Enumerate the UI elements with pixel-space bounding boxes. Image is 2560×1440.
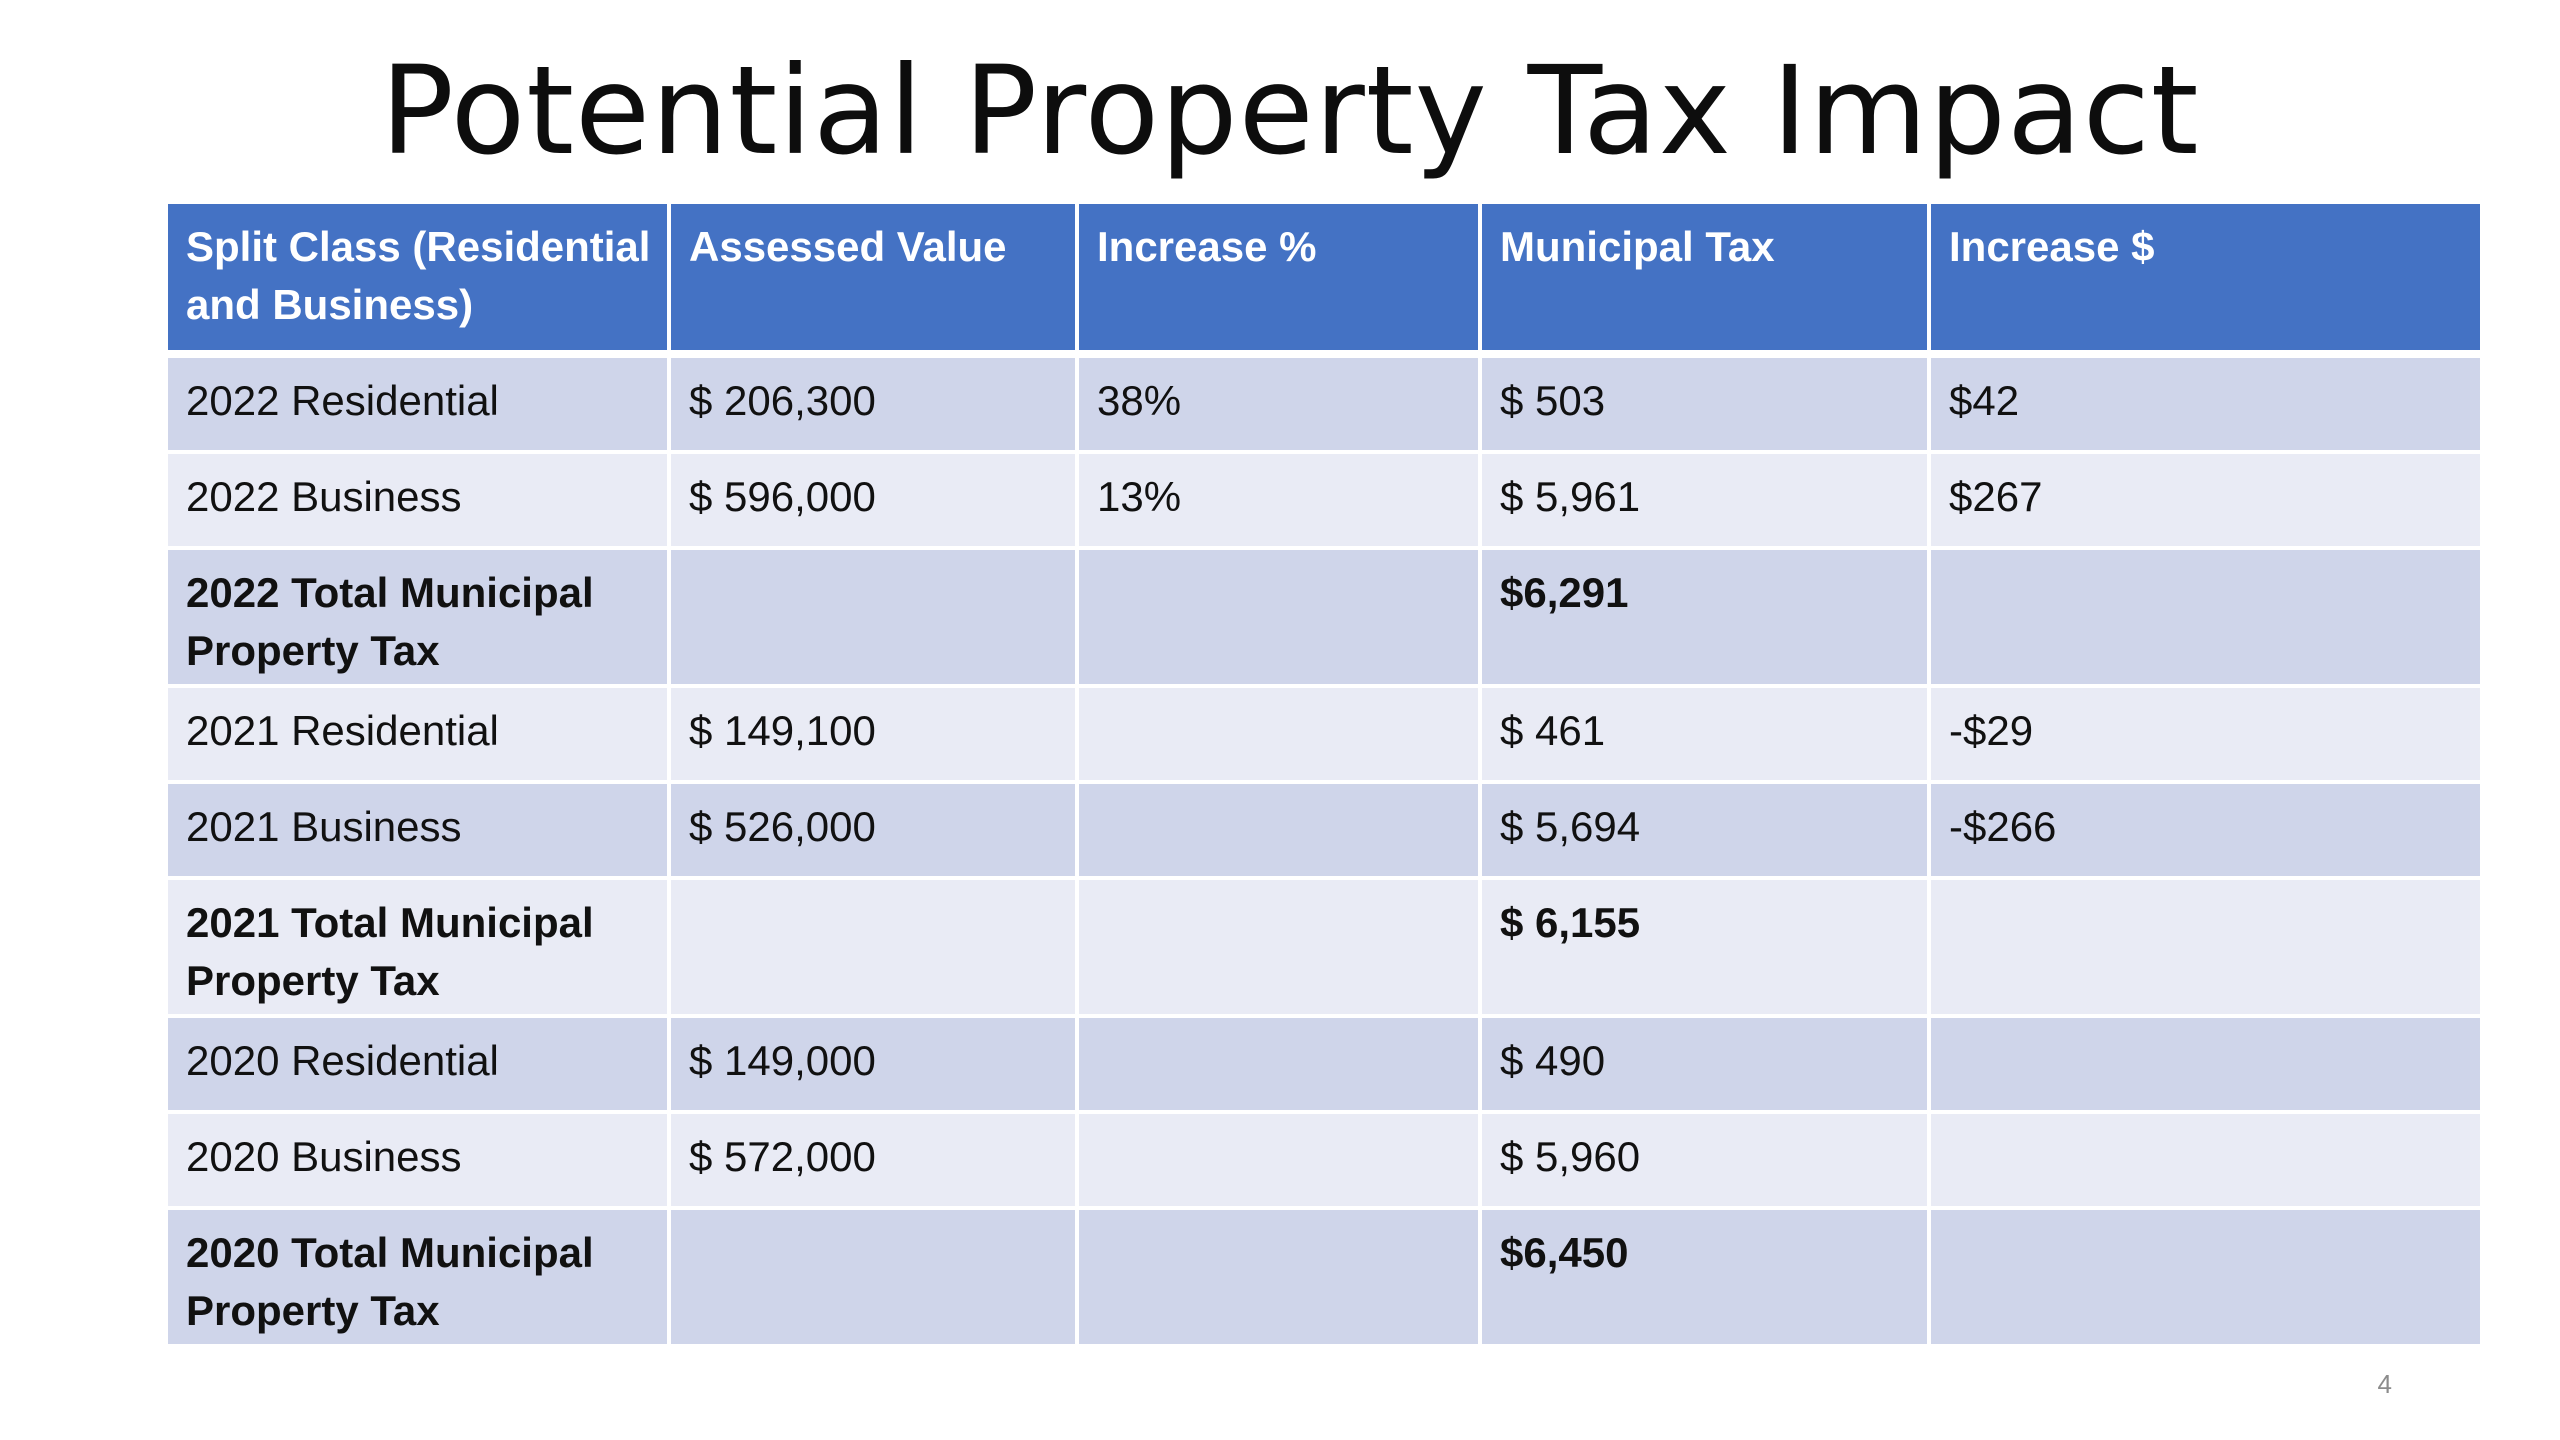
table-row-total: 2021 Total Municipal Property Tax $ 6,15… <box>164 876 2484 1018</box>
cell-increase-dollar <box>1927 1110 2484 1210</box>
header-increase-percent: Increase % <box>1075 200 1482 358</box>
tax-table: Split Class (Residential and Business) A… <box>164 200 2484 1348</box>
header-increase-dollar: Increase $ <box>1927 200 2484 358</box>
cell-split-class: 2022 Residential <box>164 352 671 454</box>
cell-assessed-value: $ 206,300 <box>667 352 1079 454</box>
table-row: 2022 Business $ 596,000 13% $ 5,961 $267 <box>164 450 2484 550</box>
cell-increase-dollar <box>1927 1206 2484 1348</box>
table-row: 2021 Business $ 526,000 $ 5,694 -$266 <box>164 780 2484 880</box>
slide-title: Potential Property Tax Impact <box>380 40 2200 182</box>
cell-increase-dollar <box>1927 546 2484 688</box>
cell-increase-percent <box>1075 1014 1482 1114</box>
cell-municipal-tax: $ 6,155 <box>1478 876 1931 1018</box>
table-row: 2020 Residential $ 149,000 $ 490 <box>164 1014 2484 1114</box>
tax-table-container: Split Class (Residential and Business) A… <box>164 200 2484 1348</box>
table-row-total: 2022 Total Municipal Property Tax $6,291 <box>164 546 2484 688</box>
cell-increase-percent <box>1075 546 1482 688</box>
table-row-total: 2020 Total Municipal Property Tax $6,450 <box>164 1206 2484 1348</box>
cell-municipal-tax: $ 461 <box>1478 684 1931 784</box>
cell-increase-percent <box>1075 876 1482 1018</box>
cell-increase-percent <box>1075 684 1482 784</box>
page-number: 4 <box>2377 1369 2392 1399</box>
cell-assessed-value: $ 149,100 <box>667 684 1079 784</box>
table-row: 2020 Business $ 572,000 $ 5,960 <box>164 1110 2484 1210</box>
cell-increase-dollar: $267 <box>1927 450 2484 550</box>
cell-municipal-tax: $6,291 <box>1478 546 1931 688</box>
cell-assessed-value: $ 149,000 <box>667 1014 1079 1114</box>
cell-municipal-tax: $ 503 <box>1478 352 1931 454</box>
cell-split-class: 2020 Total Municipal Property Tax <box>164 1206 671 1348</box>
cell-assessed-value <box>667 1206 1079 1348</box>
cell-increase-dollar: $42 <box>1927 352 2484 454</box>
cell-assessed-value: $ 596,000 <box>667 450 1079 550</box>
header-split-class: Split Class (Residential and Business) <box>164 200 671 358</box>
header-assessed-value: Assessed Value <box>667 200 1079 358</box>
cell-municipal-tax: $ 490 <box>1478 1014 1931 1114</box>
table-header-row: Split Class (Residential and Business) A… <box>164 200 2484 358</box>
cell-split-class: 2022 Total Municipal Property Tax <box>164 546 671 688</box>
cell-increase-dollar: -$266 <box>1927 780 2484 880</box>
cell-municipal-tax: $ 5,694 <box>1478 780 1931 880</box>
cell-increase-percent: 13% <box>1075 450 1482 550</box>
cell-increase-percent <box>1075 780 1482 880</box>
cell-split-class: 2020 Business <box>164 1110 671 1210</box>
cell-assessed-value: $ 526,000 <box>667 780 1079 880</box>
cell-increase-dollar <box>1927 1014 2484 1114</box>
cell-split-class: 2021 Total Municipal Property Tax <box>164 876 671 1018</box>
cell-municipal-tax: $ 5,960 <box>1478 1110 1931 1210</box>
cell-increase-dollar: -$29 <box>1927 684 2484 784</box>
cell-assessed-value: $ 572,000 <box>667 1110 1079 1210</box>
cell-split-class: 2020 Residential <box>164 1014 671 1114</box>
cell-municipal-tax: $6,450 <box>1478 1206 1931 1348</box>
cell-split-class: 2021 Residential <box>164 684 671 784</box>
header-municipal-tax: Municipal Tax <box>1478 200 1931 358</box>
cell-split-class: 2021 Business <box>164 780 671 880</box>
cell-assessed-value <box>667 876 1079 1018</box>
cell-increase-percent <box>1075 1110 1482 1210</box>
cell-assessed-value <box>667 546 1079 688</box>
table-row: 2022 Residential $ 206,300 38% $ 503 $42 <box>164 352 2484 454</box>
cell-increase-dollar <box>1927 876 2484 1018</box>
cell-split-class: 2022 Business <box>164 450 671 550</box>
cell-increase-percent <box>1075 1206 1482 1348</box>
cell-municipal-tax: $ 5,961 <box>1478 450 1931 550</box>
cell-increase-percent: 38% <box>1075 352 1482 454</box>
table-row: 2021 Residential $ 149,100 $ 461 -$29 <box>164 684 2484 784</box>
